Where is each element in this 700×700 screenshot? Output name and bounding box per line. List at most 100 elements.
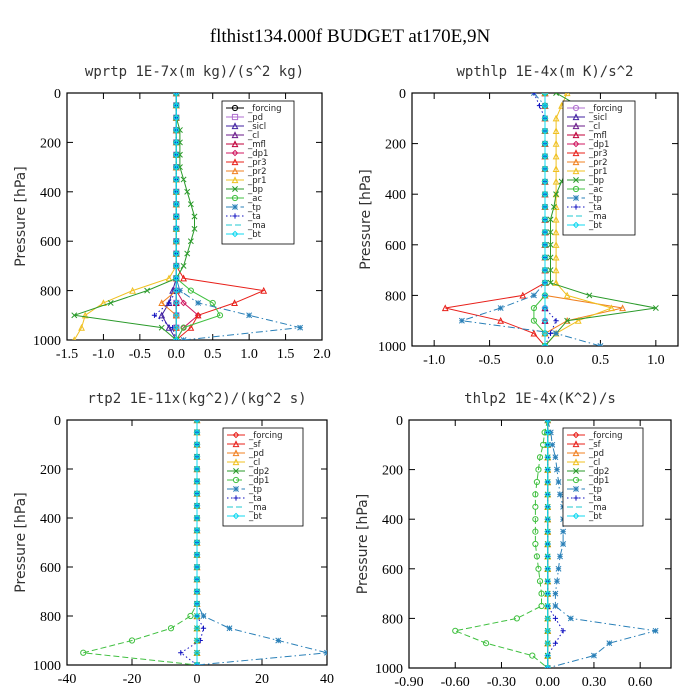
- data-point: [193, 624, 201, 632]
- data-point: [193, 551, 201, 559]
- data-point: [547, 229, 554, 236]
- plot-frame: [66, 92, 323, 341]
- legend-entry: _ma: [248, 503, 267, 513]
- series-line-pr3: [445, 93, 546, 346]
- data-point: [560, 528, 567, 535]
- data-point: [544, 577, 552, 585]
- data-point: [544, 639, 552, 647]
- legend-marker: [231, 104, 239, 112]
- data-point: [187, 201, 194, 208]
- series-group: [71, 93, 304, 340]
- data-point: [544, 602, 552, 610]
- data-point: [193, 441, 201, 448]
- x-tick-label: -40: [58, 672, 77, 687]
- legend-marker: [231, 140, 239, 148]
- legend-marker: [232, 431, 240, 439]
- data-point: [606, 640, 613, 647]
- data-point: [191, 225, 198, 232]
- data-point: [187, 612, 194, 620]
- series-group: [441, 93, 659, 346]
- series-line-pr1: [544, 93, 614, 346]
- panel-title: wpthlp 1E-4x(m K)/s^2: [456, 64, 633, 80]
- y-tick-label: 200: [385, 138, 406, 153]
- data-point: [172, 262, 180, 270]
- data-point: [544, 528, 552, 535]
- data-point: [552, 127, 560, 135]
- data-point: [172, 188, 180, 196]
- data-point: [536, 454, 544, 461]
- chart-panel-3: rtp2 1E-11x(kg^2)/(kg^2 s) Pressure [hPa]…: [13, 391, 334, 687]
- data-point: [547, 241, 554, 248]
- legend-marker: [232, 213, 238, 219]
- data-point: [193, 453, 201, 461]
- data-point: [544, 420, 552, 424]
- data-point: [553, 191, 560, 198]
- legend-marker: [231, 122, 239, 130]
- legend-entry: _forcing: [248, 431, 283, 441]
- legend-entry: _bp: [247, 185, 263, 195]
- data-point: [547, 279, 554, 286]
- data-point: [166, 300, 172, 306]
- data-point: [187, 323, 195, 331]
- data-point: [231, 299, 238, 307]
- data-point: [209, 299, 216, 307]
- x-tick-label: 0.5: [204, 347, 222, 362]
- data-point: [547, 216, 554, 223]
- data-point: [541, 241, 549, 249]
- data-point: [530, 292, 537, 299]
- x-tick-label: 0: [194, 672, 201, 687]
- data-point: [541, 127, 549, 135]
- data-point: [452, 627, 459, 634]
- data-point: [552, 603, 559, 609]
- chart-panel-2: wpthlp 1E-4x(m K)/s^2 Pressure [hPa] 0 200 4…: [358, 64, 679, 368]
- legend-marker: [573, 468, 579, 474]
- data-point: [193, 502, 201, 510]
- legend-marker: [232, 204, 238, 210]
- legend-entry: _dp1: [588, 476, 609, 486]
- data-point: [549, 441, 556, 448]
- legend-entry: _dp2: [248, 467, 269, 477]
- data-point: [532, 491, 539, 498]
- y-axis-label: Pressure [hPa]: [13, 492, 29, 592]
- panel-title: thlp2 1E-4x(K^2)/s: [464, 391, 616, 407]
- data-point: [441, 304, 449, 312]
- series-group: [452, 420, 659, 668]
- x-tick-label: 0.0: [536, 353, 554, 368]
- data-point: [560, 541, 567, 547]
- legend-entry: _bt: [248, 512, 263, 522]
- data-point: [194, 311, 202, 319]
- legend-marker: [573, 195, 579, 201]
- data-point: [538, 602, 545, 610]
- data-point: [193, 465, 201, 473]
- data-point: [129, 286, 136, 294]
- data-point: [184, 188, 191, 195]
- x-tick-label: -0.5: [129, 347, 151, 362]
- legend-entry: _dp1: [247, 149, 268, 159]
- legend-entry: _mfl: [247, 140, 266, 150]
- legend-entry: _cl: [588, 122, 600, 132]
- data-point: [552, 615, 559, 621]
- data-point: [544, 615, 552, 622]
- x-tick-label: -20: [123, 672, 142, 687]
- data-point: [544, 503, 552, 511]
- data-point: [297, 324, 304, 331]
- data-point: [180, 299, 187, 307]
- legend-entry: _sf: [248, 440, 262, 450]
- legend-marker: [572, 113, 580, 121]
- legend-marker: [232, 458, 240, 466]
- y-tick-label: 1000: [378, 340, 406, 355]
- x-tick-label: 0.0: [168, 347, 186, 362]
- data-point: [107, 299, 114, 306]
- y-tick-label: 0: [396, 414, 403, 429]
- y-tick-label: 400: [40, 186, 61, 201]
- data-point: [560, 628, 566, 634]
- data-point: [538, 590, 545, 597]
- legend-entry: _tp: [588, 485, 602, 495]
- x-tick-label: 2.0: [313, 347, 331, 362]
- data-point: [482, 640, 490, 647]
- legend-marker: [572, 512, 580, 520]
- data-point: [144, 287, 151, 294]
- chart-panel-1: wprtp 1E-7x(m kg)/(s^2 kg) Pressure [hPa]…: [13, 64, 331, 362]
- data-point: [552, 165, 560, 172]
- data-point: [172, 93, 180, 97]
